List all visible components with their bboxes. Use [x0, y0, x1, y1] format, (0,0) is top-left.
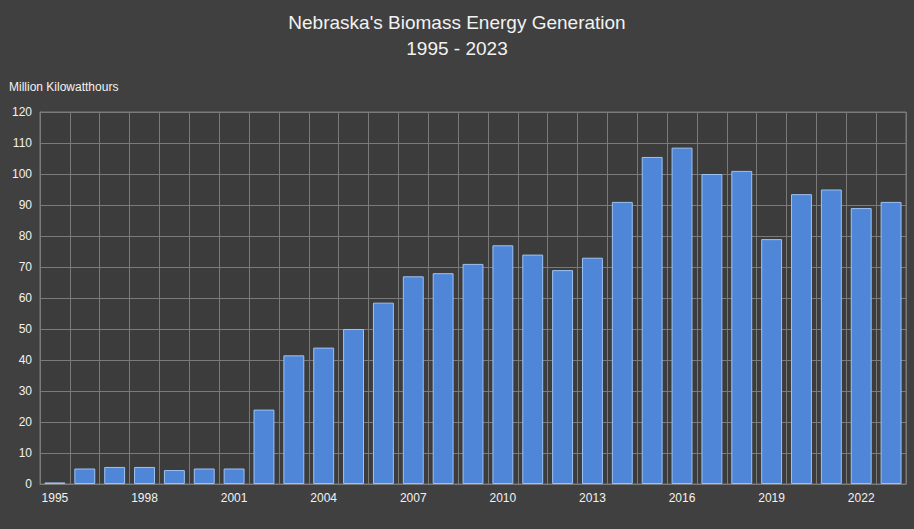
- svg-text:2013: 2013: [579, 491, 606, 505]
- svg-text:0: 0: [25, 477, 32, 491]
- svg-text:2001: 2001: [221, 491, 248, 505]
- svg-text:Million Kilowatthours: Million Kilowatthours: [9, 80, 118, 94]
- svg-text:120: 120: [12, 105, 32, 119]
- svg-text:90: 90: [19, 198, 33, 212]
- svg-text:2016: 2016: [669, 491, 696, 505]
- svg-text:20: 20: [19, 415, 33, 429]
- svg-text:70: 70: [19, 260, 33, 274]
- svg-text:100: 100: [12, 167, 32, 181]
- svg-text:50: 50: [19, 322, 33, 336]
- svg-text:2019: 2019: [758, 491, 785, 505]
- svg-text:1998: 1998: [131, 491, 158, 505]
- svg-text:1995: 1995: [42, 491, 69, 505]
- svg-text:2007: 2007: [400, 491, 427, 505]
- svg-text:2004: 2004: [310, 491, 337, 505]
- svg-text:1995 - 2023: 1995 - 2023: [406, 38, 507, 59]
- svg-text:10: 10: [19, 446, 33, 460]
- svg-text:80: 80: [19, 229, 33, 243]
- svg-text:30: 30: [19, 384, 33, 398]
- svg-text:110: 110: [13, 136, 32, 150]
- svg-text:Nebraska's Biomass Energy Gene: Nebraska's Biomass Energy Generation: [288, 12, 625, 33]
- svg-text:2022: 2022: [848, 491, 875, 505]
- svg-text:40: 40: [19, 353, 33, 367]
- svg-text:60: 60: [19, 291, 33, 305]
- svg-text:2010: 2010: [490, 491, 517, 505]
